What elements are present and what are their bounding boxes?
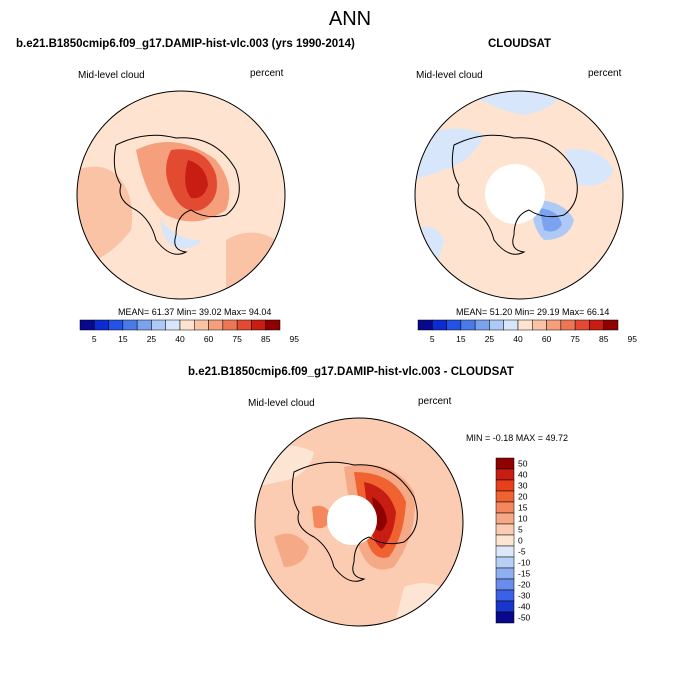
colorbar-swatch (151, 319, 166, 331)
colorbar-swatch (222, 319, 238, 331)
colorbar-swatch (503, 319, 519, 331)
diff-polar-map (254, 417, 464, 627)
colorbar-swatch (79, 319, 95, 331)
obs-colorbar: 5 15 25 40 60 75 85 95 (417, 319, 637, 344)
model-polar-map (76, 90, 286, 300)
colorbar-tick-label: 40 (175, 334, 185, 344)
colorbar-swatch (495, 501, 515, 514)
diff-stats: MIN = -0.18 MAX = 49.72 (466, 433, 569, 443)
colorbar-tick-label: 15 (518, 503, 528, 513)
colorbar-tick-label: 85 (261, 334, 271, 344)
colorbar-swatch (236, 319, 252, 331)
colorbar-swatch (251, 319, 266, 331)
colorbar-tick-label: -30 (518, 591, 531, 601)
colorbar-tick-label: 60 (542, 334, 552, 344)
diff-variable-label: Mid-level cloud (248, 398, 315, 409)
colorbar-swatch (546, 319, 562, 331)
colorbar-tick-label: 75 (570, 334, 580, 344)
model-colorbar: 5 15 25 40 60 75 85 95 (79, 319, 299, 344)
colorbar-swatch (446, 319, 462, 331)
colorbar-swatch (495, 589, 515, 602)
diff-panel-title: b.e21.B1850cmip6.f09_g17.DAMIP-hist-vlc.… (188, 366, 514, 378)
model-units-label: percent (250, 68, 284, 79)
colorbar-tick-label: -10 (518, 558, 531, 568)
colorbar-tick-label: 95 (628, 334, 638, 344)
colorbar-swatch (108, 319, 124, 331)
colorbar-tick-label: 50 (518, 459, 528, 469)
colorbar-tick-label: 10 (518, 514, 528, 524)
colorbar-swatch (179, 319, 195, 331)
colorbar-swatch (495, 611, 515, 624)
colorbar-swatch (495, 534, 515, 547)
colorbar-tick-label: -15 (518, 569, 531, 579)
colorbar-swatch (574, 319, 590, 331)
colorbar-swatch (489, 319, 504, 331)
colorbar-tick-label: 60 (204, 334, 214, 344)
colorbar-tick-label: -50 (518, 613, 531, 623)
model-stats: MEAN= 61.37 Min= 39.02 Max= 94.04 (118, 307, 272, 317)
colorbar-swatch (495, 545, 515, 558)
colorbar-swatch (122, 319, 138, 331)
colorbar-swatch (495, 567, 515, 580)
colorbar-swatch (460, 319, 476, 331)
colorbar-tick-label: 25 (485, 334, 495, 344)
colorbar-swatch (589, 319, 604, 331)
colorbar-swatch (495, 600, 515, 613)
colorbar-swatch (495, 479, 515, 492)
colorbar-tick-label: 40 (513, 334, 523, 344)
colorbar-tick-label: 40 (518, 470, 528, 480)
colorbar-swatch (603, 319, 619, 331)
colorbar-swatch (417, 319, 433, 331)
colorbar-swatch (165, 319, 181, 331)
colorbar-swatch (495, 468, 515, 481)
colorbar-swatch (495, 578, 515, 591)
colorbar-swatch (194, 319, 209, 331)
colorbar-tick-label: 15 (118, 334, 128, 344)
colorbar-tick-label: 5 (518, 525, 523, 535)
colorbar-swatch (495, 523, 515, 536)
colorbar-tick-label: 25 (147, 334, 157, 344)
obs-stats: MEAN= 51.20 Min= 29.19 Max= 66.14 (456, 307, 610, 317)
obs-units-label: percent (588, 68, 622, 79)
obs-panel-title: CLOUDSAT (488, 38, 552, 50)
diff-units-label: percent (418, 396, 452, 407)
colorbar-tick-label: 5 (92, 334, 97, 344)
colorbar-tick-label: 5 (430, 334, 435, 344)
figure-title: ANN (328, 8, 372, 30)
colorbar-swatch (208, 319, 224, 331)
colorbar-swatch (532, 319, 547, 331)
colorbar-swatch (495, 490, 515, 503)
colorbar-tick-label: 75 (232, 334, 242, 344)
colorbar-swatch (495, 512, 515, 525)
colorbar-tick-label: -5 (518, 547, 526, 557)
colorbar-tick-label: 20 (518, 492, 528, 502)
colorbar-swatch (495, 556, 515, 569)
colorbar-swatch (560, 319, 576, 331)
model-variable-label: Mid-level cloud (78, 70, 145, 81)
colorbar-tick-label: -20 (518, 580, 531, 590)
colorbar-swatch (136, 319, 152, 331)
colorbar-swatch (432, 319, 447, 331)
obs-variable-label: Mid-level cloud (416, 70, 483, 81)
colorbar-tick-label: 95 (290, 334, 300, 344)
colorbar-tick-label: -40 (518, 602, 531, 612)
model-panel-title: b.e21.B1850cmip6.f09_g17.DAMIP-hist-vlc.… (16, 38, 355, 50)
colorbar-tick-label: 0 (518, 536, 523, 546)
colorbar-tick-label: 85 (599, 334, 609, 344)
colorbar-tick-label: 30 (518, 481, 528, 491)
colorbar-swatch (265, 319, 281, 331)
colorbar-swatch (474, 319, 490, 331)
colorbar-swatch (495, 457, 515, 470)
colorbar-swatch (94, 319, 109, 331)
colorbar-tick-label: 15 (456, 334, 466, 344)
colorbar-swatch (517, 319, 533, 331)
obs-polar-map (414, 90, 624, 300)
